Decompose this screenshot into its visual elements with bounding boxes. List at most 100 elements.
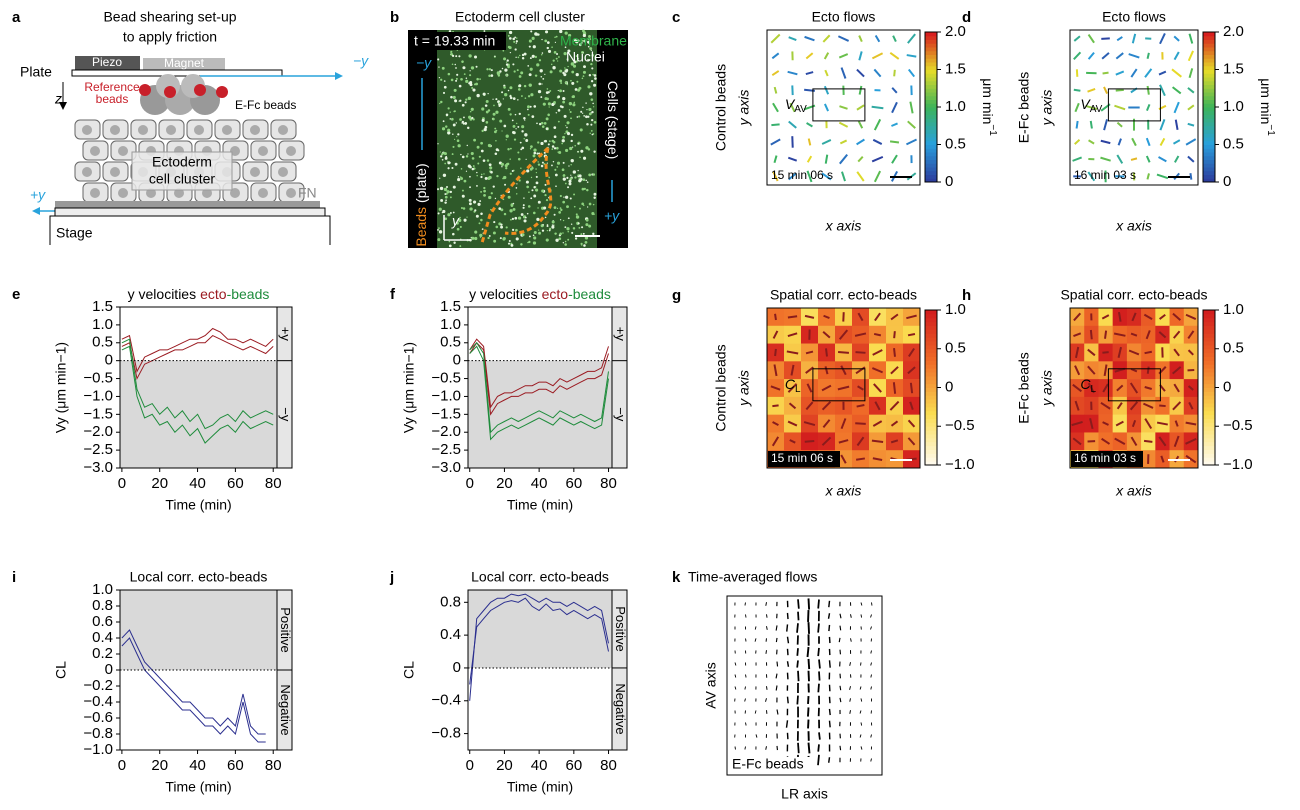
- speckle-dot: [557, 89, 559, 92]
- side-label: +y: [613, 327, 628, 342]
- flow-arrow: [1173, 348, 1180, 357]
- x-label: LR axis: [781, 786, 828, 802]
- y-tick-label: 0.5: [92, 334, 113, 351]
- colorbar-tick-label: 0.5: [1223, 340, 1244, 357]
- colorbar-step: [1203, 313, 1215, 319]
- speckle-dot: [469, 83, 473, 87]
- panel-letter: h: [962, 287, 971, 304]
- flow-arrow: [817, 647, 820, 657]
- speckle-dot: [505, 139, 507, 141]
- speckle-dot: [512, 37, 516, 41]
- colorbar-step: [925, 43, 937, 48]
- speckle-dot: [591, 110, 594, 114]
- panel-a: a Bead shearing set-up to apply friction…: [12, 9, 369, 245]
- speckle-dot: [570, 117, 572, 120]
- speckle-dot: [480, 175, 483, 179]
- speckle-dot: [529, 105, 532, 108]
- speckle-dot: [586, 123, 589, 126]
- flow-arrow: [856, 138, 865, 146]
- speckle-dot: [537, 200, 541, 204]
- flow-arrow: [805, 71, 814, 76]
- series-line: [121, 629, 266, 735]
- speckle-dot: [529, 148, 532, 150]
- x-label: Time (min): [165, 497, 231, 513]
- speckle-dot: [493, 221, 496, 224]
- flow-arrow: [1089, 120, 1093, 129]
- flow-arrow: [860, 746, 863, 750]
- nucleus: [118, 188, 128, 198]
- ref-bead: [194, 84, 206, 96]
- speckle-dot: [557, 60, 559, 62]
- flow-arrow: [858, 85, 863, 95]
- speckle-dot: [591, 212, 594, 215]
- speckle-dot: [507, 107, 511, 111]
- speckle-dot: [557, 109, 561, 112]
- flow-arrow: [870, 734, 872, 738]
- speckle-dot: [583, 244, 586, 247]
- speckle-dot: [552, 161, 555, 163]
- colorbar-step: [1203, 118, 1215, 123]
- shade: [468, 590, 612, 668]
- label: Ectoderm: [152, 154, 212, 170]
- speckle-dot: [504, 93, 508, 97]
- speckle-dot: [509, 209, 513, 213]
- series-line: [469, 342, 609, 434]
- arrow-head: [32, 207, 40, 215]
- flow-arrow: [785, 720, 789, 728]
- speckle-dot: [471, 116, 474, 120]
- speckle-dot: [584, 236, 589, 240]
- shade: [468, 360, 612, 468]
- series-line: [469, 597, 609, 685]
- flow-arrow: [907, 366, 916, 375]
- speckle-dot: [461, 103, 465, 107]
- colorbar-step: [925, 403, 937, 408]
- flow-arrow: [889, 51, 900, 60]
- colorbar-step: [925, 62, 937, 67]
- flow-arrow: [744, 698, 746, 702]
- flow-arrow: [907, 120, 916, 129]
- flow-arrow: [786, 636, 790, 644]
- speckle-dot: [460, 168, 463, 170]
- x-label: Time (min): [507, 497, 573, 513]
- speckle-dot: [547, 102, 551, 106]
- colorbar-step: [1203, 54, 1215, 59]
- colorbar-step: [1203, 125, 1215, 130]
- flow-arrow: [823, 85, 830, 95]
- flow-arrow: [839, 697, 842, 703]
- side-label: Positive: [278, 607, 293, 653]
- speckle-dot: [443, 80, 446, 82]
- flow-arrow: [1144, 350, 1153, 355]
- label: Stage: [56, 225, 93, 241]
- speckle-dot: [439, 151, 441, 153]
- speckle-dot: [517, 88, 521, 91]
- speckle-dot: [564, 81, 568, 84]
- speckle-dot: [588, 112, 592, 116]
- flow-arrow: [1185, 454, 1197, 464]
- nucleus: [258, 146, 268, 156]
- flow-arrow: [773, 155, 778, 164]
- speckle-dot: [438, 227, 440, 229]
- panel-letter: g: [672, 287, 681, 304]
- colorbar-step: [925, 144, 937, 149]
- speckle-dot: [570, 133, 574, 137]
- flow-arrow: [828, 660, 831, 668]
- flow-arrow: [772, 421, 779, 427]
- speckle-dot: [587, 115, 590, 118]
- speckle-dot: [492, 98, 494, 100]
- colorbar-step: [1203, 375, 1215, 381]
- flow-arrow: [1158, 70, 1167, 76]
- speckle-dot: [502, 177, 504, 180]
- flow-arrow: [1156, 421, 1168, 426]
- speckle-dot: [582, 29, 585, 33]
- speckle-dot: [462, 207, 466, 210]
- speckle-dot: [583, 204, 585, 207]
- speckle-dot: [592, 73, 595, 76]
- speckle-dot: [520, 213, 524, 216]
- colorbar-step: [1203, 137, 1215, 142]
- speckle-dot: [516, 183, 518, 185]
- colorbar-step: [1203, 434, 1215, 439]
